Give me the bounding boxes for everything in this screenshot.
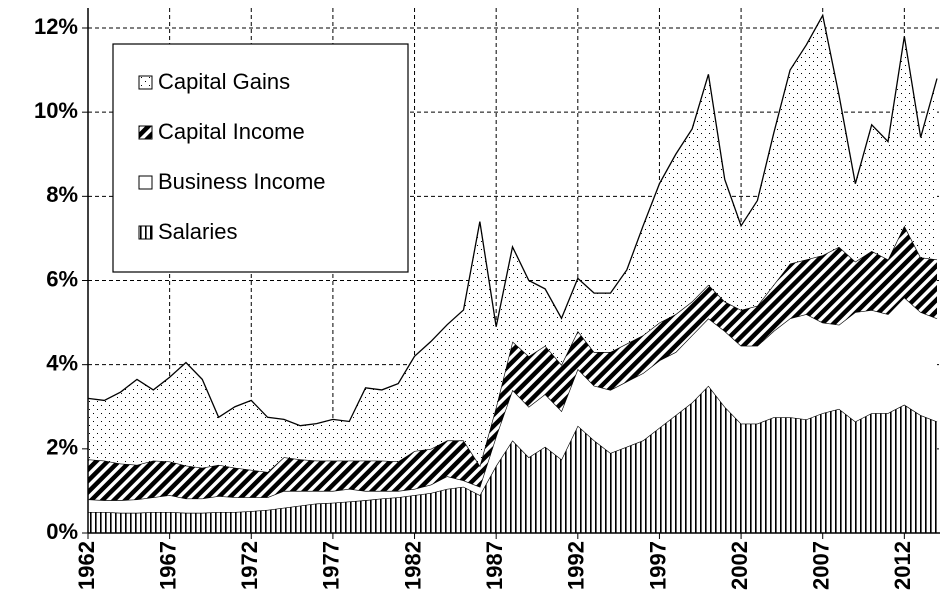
- legend-swatch: [138, 125, 153, 140]
- legend-swatch: [138, 225, 153, 240]
- x-tick-label: 1977: [319, 541, 344, 590]
- legend-box: [112, 43, 409, 273]
- x-tick-label: 1997: [645, 541, 670, 590]
- legend-label: Business Income: [158, 169, 326, 194]
- areas: [87, 13, 938, 533]
- y-tick-label: 4%: [46, 350, 78, 375]
- x-tick-label: 1987: [482, 541, 507, 590]
- y-tick-label: 6%: [46, 266, 78, 291]
- area: [88, 385, 937, 533]
- x-tick-label: 2002: [727, 541, 752, 590]
- x-tick-label: 2012: [890, 541, 915, 590]
- y-tick-label: 10%: [34, 98, 78, 123]
- x-tick-label: 1972: [237, 541, 262, 590]
- legend-label: Capital Income: [158, 119, 305, 144]
- area: [88, 297, 937, 513]
- x-tick-label: 1982: [400, 541, 425, 590]
- x-tick-label: 2007: [809, 541, 834, 590]
- y-tick-label: 8%: [46, 182, 78, 207]
- legend-label: Salaries: [158, 219, 237, 244]
- legend: Capital Gains Capital Income Business Inco…: [112, 43, 409, 273]
- legend-swatch: [138, 175, 153, 190]
- legend-label: Capital Gains: [158, 69, 290, 94]
- axes: 0% 2% 4% 6% 8% 10% 12% 1962 1967 1972 1977 1982 1987…: [34, 8, 940, 590]
- x-tick-label: 1992: [564, 541, 589, 590]
- area: [88, 15, 937, 472]
- y-tick-label: 2%: [46, 435, 78, 460]
- legend-swatch: [138, 75, 153, 90]
- area-edge: [87, 13, 938, 427]
- area: [88, 225, 937, 501]
- x-tick-label: 1967: [155, 541, 180, 590]
- y-tick-label: 0%: [46, 519, 78, 544]
- y-tick-label: 12%: [34, 14, 78, 39]
- x-tick-label: 1962: [74, 541, 99, 590]
